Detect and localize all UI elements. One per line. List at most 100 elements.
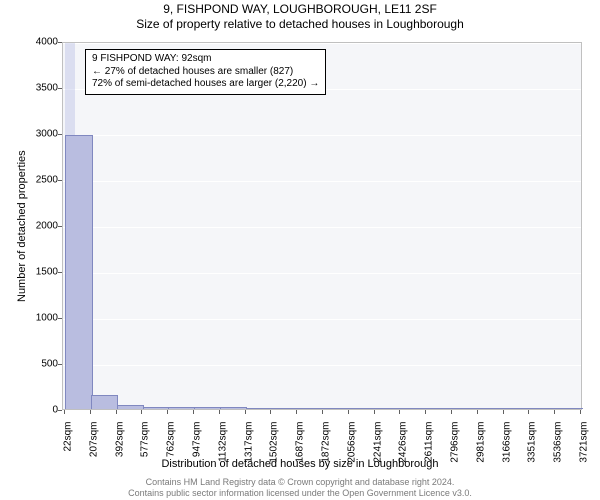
y-tick-label: 1000	[36, 313, 58, 324]
x-tick-label: 762sqm	[166, 422, 177, 482]
footer-line-1: Contains HM Land Registry data © Crown c…	[0, 477, 600, 487]
footer-line-2: Contains public sector information licen…	[0, 488, 600, 498]
annotation-line: 72% of semi-detached houses are larger (…	[92, 78, 319, 91]
x-tick-label: 3351sqm	[527, 422, 538, 482]
y-tick-label: 3000	[36, 129, 58, 140]
y-tick-label: 0	[52, 405, 58, 416]
x-tick-mark	[167, 410, 168, 414]
x-tick-label: 3166sqm	[501, 422, 512, 482]
gridline	[63, 319, 581, 320]
x-tick-mark	[528, 410, 529, 414]
x-tick-mark	[90, 410, 91, 414]
plot-area: 9 FISHPOND WAY: 92sqm← 27% of detached h…	[62, 42, 582, 410]
y-tick-mark	[58, 364, 62, 365]
x-tick-label: 2611sqm	[424, 422, 435, 482]
x-tick-mark	[580, 410, 581, 414]
histogram-bar	[91, 395, 118, 409]
x-tick-mark	[141, 410, 142, 414]
x-tick-mark	[554, 410, 555, 414]
x-tick-mark	[296, 410, 297, 414]
histogram-bar	[504, 408, 531, 409]
y-axis-title: Number of detached properties	[16, 150, 28, 302]
x-tick-label: 392sqm	[114, 422, 125, 482]
y-tick-mark	[58, 226, 62, 227]
y-tick-label: 3500	[36, 83, 58, 94]
gridline	[63, 273, 581, 274]
x-tick-label: 1317sqm	[243, 422, 254, 482]
footer: Contains HM Land Registry data © Crown c…	[0, 477, 600, 500]
x-tick-mark	[64, 410, 65, 414]
title-block: 9, FISHPOND WAY, LOUGHBOROUGH, LE11 2SF …	[0, 2, 600, 31]
x-tick-mark	[348, 410, 349, 414]
x-tick-mark	[374, 410, 375, 414]
x-tick-mark	[425, 410, 426, 414]
histogram-bar	[65, 135, 92, 409]
x-tick-mark	[451, 410, 452, 414]
x-tick-mark	[245, 410, 246, 414]
figure-root: 9, FISHPOND WAY, LOUGHBOROUGH, LE11 2SF …	[0, 0, 600, 500]
y-tick-mark	[58, 410, 62, 411]
histogram-bar	[426, 408, 453, 409]
x-tick-label: 2981sqm	[475, 422, 486, 482]
y-tick-mark	[58, 318, 62, 319]
title-line-1: 9, FISHPOND WAY, LOUGHBOROUGH, LE11 2SF	[0, 2, 600, 16]
histogram-bar	[478, 408, 505, 409]
title-line-2: Size of property relative to detached ho…	[0, 17, 600, 31]
y-tick-label: 1500	[36, 267, 58, 278]
x-tick-label: 1502sqm	[269, 422, 280, 482]
histogram-bar	[297, 408, 324, 409]
y-tick-mark	[58, 88, 62, 89]
y-tick-label: 4000	[36, 37, 58, 48]
x-tick-label: 1872sqm	[321, 422, 332, 482]
histogram-bar	[117, 405, 144, 409]
histogram-bar	[220, 407, 247, 409]
histogram-bar	[401, 408, 428, 409]
histogram-bar	[272, 408, 299, 409]
gridline	[63, 135, 581, 136]
x-tick-mark	[477, 410, 478, 414]
histogram-bar	[323, 408, 350, 409]
histogram-bar	[194, 407, 221, 409]
histogram-bar	[452, 408, 479, 409]
x-tick-label: 2426sqm	[398, 422, 409, 482]
histogram-bar	[168, 407, 195, 409]
x-tick-label: 947sqm	[192, 422, 203, 482]
x-tick-mark	[399, 410, 400, 414]
histogram-bar	[349, 408, 376, 409]
gridline	[63, 365, 581, 366]
x-tick-mark	[219, 410, 220, 414]
histogram-bar	[375, 408, 402, 409]
x-tick-label: 2241sqm	[372, 422, 383, 482]
y-tick-label: 2000	[36, 221, 58, 232]
annotation-box: 9 FISHPOND WAY: 92sqm← 27% of detached h…	[85, 49, 326, 95]
x-tick-label: 2796sqm	[450, 422, 461, 482]
x-tick-mark	[116, 410, 117, 414]
y-tick-mark	[58, 272, 62, 273]
gridline	[63, 181, 581, 182]
x-tick-label: 1687sqm	[295, 422, 306, 482]
x-tick-label: 3721sqm	[579, 422, 590, 482]
x-tick-label: 3536sqm	[553, 422, 564, 482]
y-tick-mark	[58, 42, 62, 43]
y-tick-mark	[58, 180, 62, 181]
y-tick-mark	[58, 134, 62, 135]
histogram-bar	[246, 408, 273, 409]
annotation-line: 9 FISHPOND WAY: 92sqm	[92, 53, 319, 66]
x-tick-label: 22sqm	[63, 422, 74, 482]
histogram-bar	[143, 407, 170, 409]
annotation-line: ← 27% of detached houses are smaller (82…	[92, 66, 319, 79]
histogram-bar	[530, 408, 557, 409]
y-tick-label: 2500	[36, 175, 58, 186]
gridline	[63, 43, 581, 44]
x-tick-label: 1132sqm	[217, 422, 228, 482]
x-tick-mark	[193, 410, 194, 414]
gridline	[63, 227, 581, 228]
x-tick-label: 577sqm	[140, 422, 151, 482]
y-tick-label: 500	[41, 359, 58, 370]
x-tick-mark	[503, 410, 504, 414]
x-tick-label: 207sqm	[88, 422, 99, 482]
x-tick-mark	[322, 410, 323, 414]
x-tick-mark	[270, 410, 271, 414]
histogram-bar	[555, 408, 582, 409]
x-tick-label: 2056sqm	[346, 422, 357, 482]
